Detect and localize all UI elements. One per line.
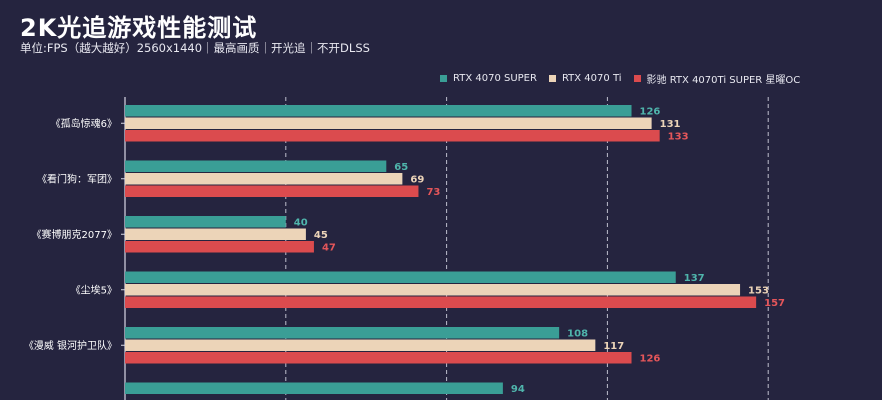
legend-swatch-series-2 [633, 75, 641, 82]
data-label-3-1: 153 [748, 286, 769, 297]
bar-4-2 [125, 352, 632, 364]
chart-subtitle: 单位:FPS（越大越好）2560x1440｜最高画质｜开光追｜不开DLSS [20, 41, 370, 55]
data-label-3-0: 137 [684, 273, 705, 284]
data-label-4-1: 117 [603, 341, 624, 352]
legend-label-series-1: RTX 4070 Ti [561, 73, 622, 84]
data-label-0-0: 126 [640, 107, 661, 118]
bar-0-2 [125, 130, 660, 142]
chart-title: 2K光追游戏性能测试 [20, 14, 258, 42]
data-label-2-2: 47 [322, 243, 336, 254]
legend-item-series-0: RTX 4070 SUPER [440, 71, 537, 86]
legend-item-series-2: 影驰 RTX 4070Ti SUPER 星曜OC [633, 71, 801, 86]
data-label-1-2: 73 [426, 187, 440, 198]
data-label-4-2: 126 [640, 354, 661, 365]
bar-4-1 [125, 339, 596, 351]
bar-2-0 [125, 216, 286, 228]
bar-2-2 [125, 241, 314, 253]
bar-3-2 [125, 296, 757, 308]
category-label-0: 《孤岛惊魂6》 [51, 117, 117, 130]
legend-label-series-0: RTX 4070 SUPER [453, 73, 537, 84]
data-label-1-0: 65 [394, 162, 408, 173]
data-label-0-2: 133 [668, 132, 689, 143]
bar-1-2 [125, 185, 419, 197]
category-label-2: 《赛博朋克2077》 [32, 228, 117, 241]
category-label-3: 《尘埃5》 [71, 283, 117, 296]
bar-1-1 [125, 173, 403, 185]
data-label-2-0: 40 [294, 218, 308, 229]
legend: RTX 4070 SUPER RTX 4070 Ti 影驰 RTX 4070Ti… [440, 71, 800, 86]
bar-0-1 [125, 117, 652, 129]
data-label-4-0: 108 [567, 329, 588, 340]
category-label-1: 《看门狗：军团》 [37, 172, 117, 185]
bar-2-1 [125, 228, 306, 240]
legend-item-series-1: RTX 4070 Ti [548, 71, 622, 86]
data-label-1-1: 69 [410, 175, 424, 186]
data-label-3-2: 157 [764, 298, 785, 309]
bar-3-1 [125, 284, 741, 296]
data-label-0-1: 131 [660, 119, 681, 130]
bar-3-0 [125, 271, 676, 283]
bar-4-0 [125, 327, 560, 339]
bar-5-0 [125, 382, 503, 394]
data-label-2-1: 45 [314, 230, 328, 241]
data-label-5-0: 94 [511, 384, 525, 395]
bar-1-0 [125, 160, 387, 172]
legend-swatch-series-0 [440, 75, 447, 82]
legend-swatch-series-1 [548, 75, 556, 82]
bar-0-0 [125, 105, 632, 117]
legend-label-series-2: 影驰 RTX 4070Ti SUPER 星曜OC [646, 75, 801, 86]
category-label-4: 《漫威 银河护卫队》 [24, 339, 117, 352]
